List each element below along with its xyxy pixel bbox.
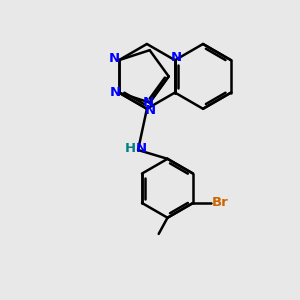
Text: Br: Br: [212, 196, 229, 209]
Text: N: N: [109, 52, 120, 65]
Text: N: N: [144, 104, 155, 117]
Text: N: N: [110, 86, 121, 99]
Text: N: N: [171, 51, 182, 64]
Text: H: H: [125, 142, 136, 155]
Text: N: N: [135, 142, 147, 155]
Text: N: N: [142, 96, 154, 109]
